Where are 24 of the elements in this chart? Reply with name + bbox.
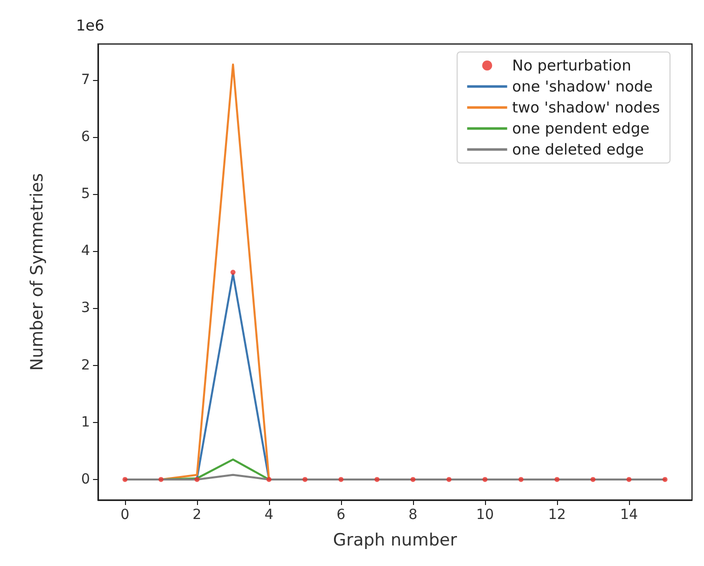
y-tick-label: 6 — [81, 129, 90, 146]
y-tick-label: 2 — [81, 357, 90, 374]
x-axis-title: Graph number — [333, 530, 457, 550]
legend-label: one deleted edge — [512, 140, 644, 158]
y-tick-label: 3 — [81, 300, 90, 316]
y-tick-label: 5 — [81, 186, 90, 202]
y-tick-label: 4 — [81, 243, 90, 260]
y-axis-title: Number of Symmetries — [28, 173, 48, 371]
y-tick-label: 0 — [81, 471, 90, 488]
x-tick-label: 10 — [476, 507, 494, 523]
x-tick-label: 4 — [264, 507, 274, 523]
x-tick-label: 6 — [336, 507, 346, 523]
text: 1e6 — [76, 16, 104, 34]
x-tick-label: 2 — [192, 507, 202, 523]
y-tick-label: 7 — [81, 72, 90, 88]
legend-label: one 'shadow' node — [512, 78, 653, 96]
x-tick-label: 0 — [120, 507, 130, 523]
x-tick-label: 8 — [408, 507, 418, 523]
y-tick-label: 1 — [81, 414, 90, 430]
legend-label: No perturbation — [512, 56, 632, 74]
legend-label: two 'shadow' nodes — [512, 98, 660, 116]
legend-label: one pendent edge — [512, 120, 650, 138]
x-tick-label: 14 — [620, 507, 638, 523]
x-tick-label: 12 — [548, 507, 566, 523]
